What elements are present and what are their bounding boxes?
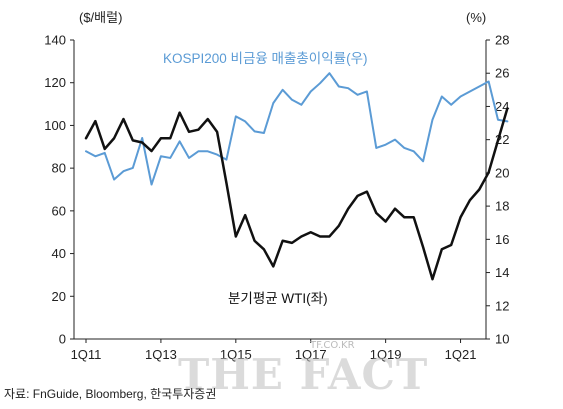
left-tick-label: 20 (52, 289, 66, 304)
right-tick-label: 20 (495, 165, 509, 180)
x-tick-label: 1Q13 (145, 347, 177, 362)
right-axis-unit: (%) (466, 10, 486, 25)
plot-frame (73, 40, 487, 340)
right-tick-label: 28 (495, 33, 509, 48)
legend-black-series: 분기평균 WTI(좌) (228, 291, 328, 306)
left-tick-label: 60 (52, 203, 66, 218)
series-line-black (84, 107, 509, 281)
left-axis: 0 20 40 60 80 100 120 140 (44, 33, 74, 347)
right-tick-label: 26 (495, 66, 509, 81)
x-tick-label: 1Q21 (445, 347, 477, 362)
left-tick-label: 0 (59, 332, 66, 347)
legend-blue-series: KOSPI200 비금융 매출총이익률(우) (163, 51, 367, 66)
left-tick-label: 140 (44, 33, 66, 48)
x-tick-label: 1Q11 (71, 347, 102, 362)
watermark-logo: THE FACT (178, 350, 429, 399)
right-tick-label: 16 (495, 232, 509, 247)
left-tick-label: 40 (52, 246, 66, 261)
x-tick-label: 1Q15 (220, 347, 252, 362)
series-layer (84, 72, 509, 281)
right-tick-label: 18 (495, 199, 509, 214)
left-tick-label: 120 (44, 75, 66, 90)
series-line-blue (85, 72, 509, 186)
left-axis-unit: ($/배럴) (79, 10, 122, 25)
right-tick-label: 14 (495, 265, 509, 280)
source-note: 자료: FnGuide, Bloomberg, 한국투자증권 (4, 387, 217, 401)
watermark-url: TF.CO.KR (310, 340, 355, 351)
x-axis: 1Q11 1Q13 1Q15 1Q17 1Q19 1Q21 (71, 339, 477, 362)
x-tick-label: 1Q17 (295, 347, 327, 362)
right-tick-label: 10 (495, 332, 509, 347)
right-tick-label: 12 (495, 298, 509, 313)
left-tick-label: 80 (52, 161, 66, 176)
x-tick-label: 1Q19 (370, 347, 402, 362)
left-tick-label: 100 (44, 118, 66, 133)
